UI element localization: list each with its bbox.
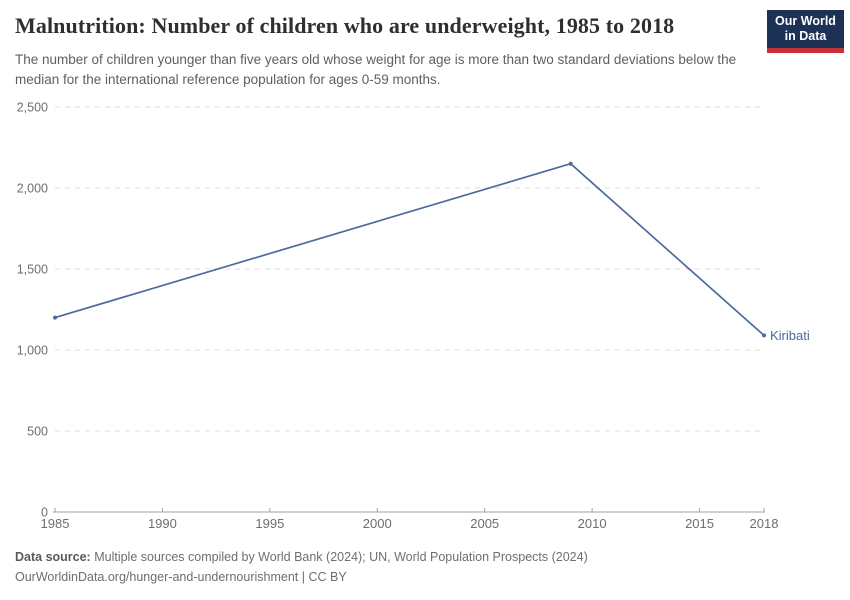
series-end-label-kiribati[interactable]: Kiribati xyxy=(770,328,810,343)
owid-logo[interactable]: Our World in Data xyxy=(767,10,844,53)
y-axis-tick-label: 2,000 xyxy=(17,182,48,196)
x-axis-tick-label: 1995 xyxy=(255,516,284,531)
series-line-kiribati[interactable] xyxy=(54,162,765,337)
data-source-label: Data source: xyxy=(15,550,91,564)
owid-logo-line1: Our World xyxy=(775,13,836,28)
x-axis-tick-label: 2005 xyxy=(470,516,499,531)
data-point-marker[interactable] xyxy=(568,161,573,166)
data-point-marker[interactable] xyxy=(53,315,57,320)
x-axis-tick-label: 2010 xyxy=(578,516,607,531)
owid-logo-line2: in Data xyxy=(784,29,827,43)
x-axis-tick-label: 1985 xyxy=(41,516,70,531)
data-point-marker[interactable] xyxy=(762,333,766,338)
page-title: Malnutrition: Number of children who are… xyxy=(15,13,675,38)
data-source-text: Multiple sources compiled by World Bank … xyxy=(94,550,588,564)
chart-footer: Data source: Multiple sources compiled b… xyxy=(15,547,588,588)
y-axis-tick-label: 500 xyxy=(27,425,48,439)
x-axis-tick-label: 2015 xyxy=(685,516,714,531)
y-axis-tick-label: 0 xyxy=(41,506,48,520)
attribution-line: OurWorldinData.org/hunger-and-undernouri… xyxy=(15,570,347,585)
x-axis-tick-label: 1990 xyxy=(148,516,177,531)
chart-subtitle: The number of children younger than five… xyxy=(15,52,737,87)
x-axis-tick-label: 2018 xyxy=(750,516,779,531)
x-axis-tick-label: 2000 xyxy=(363,516,392,531)
y-axis-tick-label: 2,500 xyxy=(17,101,48,115)
data-source-line: Data source: Multiple sources compiled b… xyxy=(15,547,588,567)
y-axis-tick-label: 1,000 xyxy=(17,344,48,358)
y-axis-tick-label: 1,500 xyxy=(17,263,48,277)
